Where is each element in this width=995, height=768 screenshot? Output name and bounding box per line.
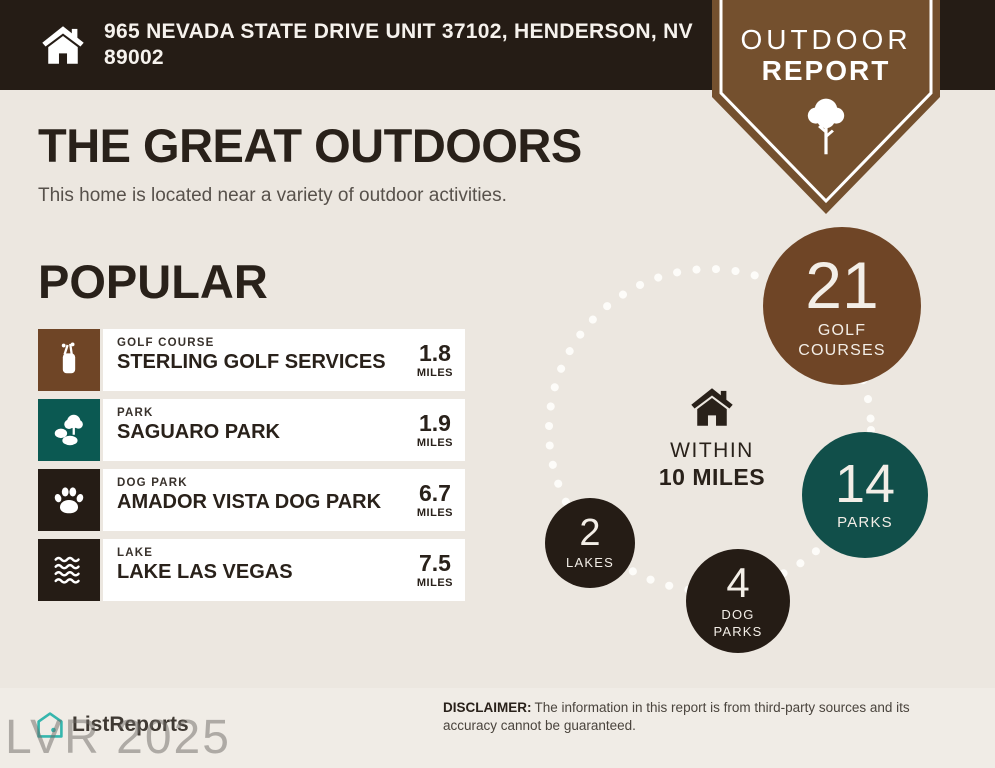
paw-icon [38,469,100,531]
item-distance: 1.9 MILES [409,409,453,449]
distance-unit: MILES [416,576,453,589]
within-label: WITHIN [670,439,754,462]
miles-label: 10 MILES [658,464,766,490]
watermark: LVR 2025 [5,711,231,764]
distance-value: 6.7 [418,479,451,506]
stat-circle-dog-parks: 4 DOG PARKS [686,549,790,653]
item-category: PARK [117,407,154,419]
property-address: 965 NEVADA STATE DRIVE UNIT 37102, HENDE… [104,20,693,69]
stat-circle-parks: 14 PARKS [802,432,928,558]
home-icon [691,388,733,426]
stat-label: LAKES [566,555,614,571]
item-distance: 1.8 MILES [409,339,453,379]
list-item-card: GOLF COURSE STERLING GOLF SERVICES 1.8 M… [103,329,465,391]
distance-value: 1.8 [418,339,451,366]
page-title: THE GREAT OUTDOORS [38,119,582,172]
list-item-card: DOG PARK AMADOR VISTA DOG PARK 6.7 MILES [103,469,465,531]
distance-unit: MILES [416,506,453,519]
diagram-center-label: WITHIN 10 MILES [637,384,787,491]
outdoor-report-badge: OUTDOOR REPORT [712,0,940,214]
disclaimer-label: DISCLAIMER: [443,700,532,715]
stat-value: 4 [726,559,750,607]
disclaimer-text: DISCLAIMER: The information in this repor… [443,699,963,735]
tree-icon [807,98,845,155]
distance-unit: MILES [416,436,453,449]
stat-value: 14 [834,454,896,515]
page-subtitle: This home is located near a variety of o… [38,185,507,206]
waves-icon [38,539,100,601]
popular-list: GOLF COURSE STERLING GOLF SERVICES 1.8 M… [38,329,465,609]
distance-value: 7.5 [418,549,451,576]
home-icon [42,26,84,64]
stat-label: GOLF COURSES [798,321,886,359]
listreports-logo-icon [37,712,63,738]
list-item-card: PARK SAGUARO PARK 1.9 MILES [103,399,465,461]
listreports-brand: ListReports [36,711,189,739]
list-item-card: LAKE LAKE LAS VEGAS 7.5 MILES [103,539,465,601]
item-category: LAKE [117,547,154,559]
item-category: GOLF COURSE [117,337,215,349]
list-item-park: PARK SAGUARO PARK 1.9 MILES [38,399,465,461]
disclaimer-body: The information in this report is from t… [443,700,910,734]
item-distance: 6.7 MILES [409,479,453,519]
item-distance: 7.5 MILES [409,549,453,589]
golf-bag-icon [38,329,100,391]
list-item-lake: LAKE LAKE LAS VEGAS 7.5 MILES [38,539,465,601]
park-trees-icon [38,399,100,461]
brand-name: ListReports [72,713,189,736]
item-name: SAGUARO PARK [117,421,280,443]
footer-bar: ListReports DISCLAIMER: The information i… [0,688,995,768]
stat-value: 2 [579,512,601,555]
distance-value: 1.9 [418,409,451,436]
popular-heading: POPULAR [38,255,268,308]
list-item-dog-park: DOG PARK AMADOR VISTA DOG PARK 6.7 MILES [38,469,465,531]
item-name: STERLING GOLF SERVICES [117,351,386,373]
stat-value: 21 [805,247,879,322]
item-category: DOG PARK [117,477,188,489]
badge-title-line2: REPORT [761,55,891,86]
distance-unit: MILES [416,366,453,379]
stat-label: DOG PARKS [713,607,763,639]
badge-title-line1: OUTDOOR [740,24,912,55]
item-name: AMADOR VISTA DOG PARK [117,491,382,513]
stat-circle-golf-courses: 21 GOLF COURSES [763,227,921,385]
stat-label: PARKS [837,514,893,532]
stat-circle-lakes: 2 LAKES [545,498,635,588]
item-name: LAKE LAS VEGAS [117,561,293,583]
list-item-golf-course: GOLF COURSE STERLING GOLF SERVICES 1.8 M… [38,329,465,391]
intro-section: THE GREAT OUTDOORS This home is located … [38,118,678,207]
